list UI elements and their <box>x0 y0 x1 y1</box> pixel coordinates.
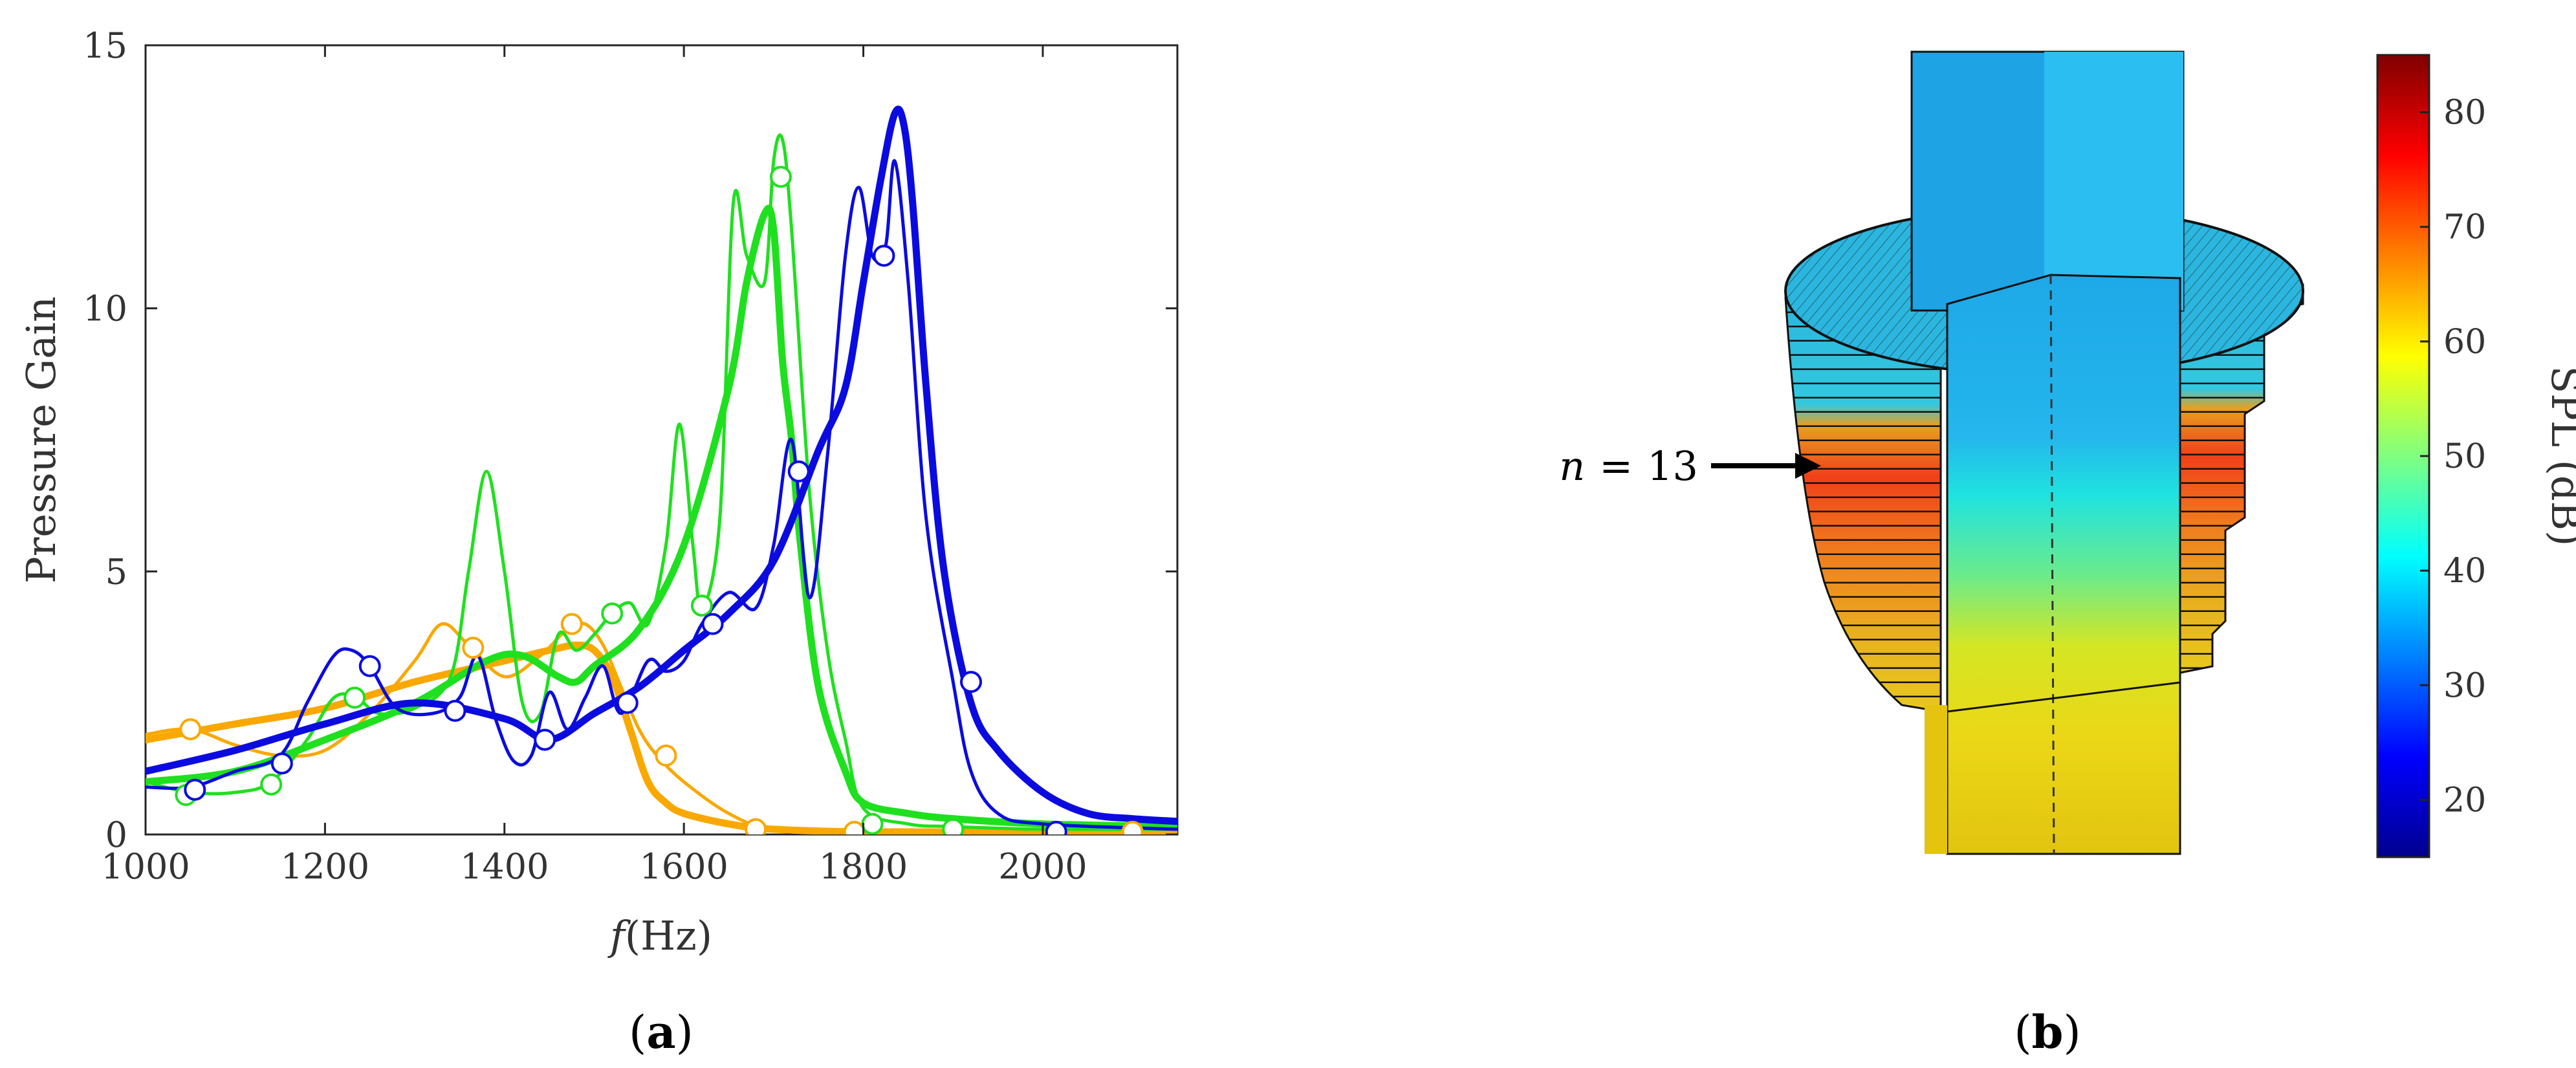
marker-orange <box>745 818 767 834</box>
marker-blue <box>787 460 810 483</box>
marker-green <box>861 812 884 834</box>
x-axis-ticks: 1000 1200 1400 1600 1800 2000 <box>101 45 1087 887</box>
marker-green <box>942 818 965 834</box>
x-tick-label: 2000 <box>998 846 1087 887</box>
y-tick-label: 0 <box>105 814 127 855</box>
x-tick-label: 1800 <box>819 846 908 887</box>
marker-orange <box>1121 820 1144 834</box>
marker-blue <box>270 752 293 775</box>
panel-label-a: (a) <box>629 1005 693 1059</box>
x-axis-title: f(Hz) <box>607 912 712 959</box>
marker-blue <box>873 245 895 267</box>
y-tick-label: 15 <box>83 25 127 66</box>
x-axis-unit: (Hz) <box>625 912 712 959</box>
colorbar-ticks: 20 30 40 50 60 70 80 <box>2420 94 2486 820</box>
colorbar-tick-label: 20 <box>2443 781 2486 820</box>
y-tick-label: 5 <box>105 551 127 592</box>
plot-area <box>144 44 1179 836</box>
marker-orange <box>462 637 485 659</box>
x-tick-label: 1000 <box>101 846 190 887</box>
pipe-lower-left <box>1925 705 1947 854</box>
panel-label-b-letter: b <box>2032 1005 2064 1059</box>
pipe-section-line <box>1947 681 2181 713</box>
marker-green <box>690 594 713 617</box>
colorbar-tick-label: 80 <box>2443 94 2486 133</box>
panel-label-a-letter: a <box>646 1005 675 1059</box>
colorbar-tick-label: 50 <box>2443 437 2486 476</box>
marker-orange <box>843 820 866 834</box>
y-tick-label: 10 <box>83 289 127 329</box>
marker-green <box>769 166 792 188</box>
panel-label-a-close: ) <box>676 1006 693 1059</box>
marker-blue <box>960 671 982 693</box>
y-axis-ticks: 0 5 10 15 <box>83 25 1177 855</box>
ring-stack-left-lines <box>1785 285 1941 712</box>
ring-stack-right-lines <box>2180 278 2303 673</box>
panel-b-spl-field: n = 13 20 30 40 50 60 70 80 SPL (dB) <box>1559 50 2576 858</box>
pipe-edge <box>2049 274 2055 855</box>
panel-label-b: (b) <box>2014 1005 2081 1059</box>
panel-label-b-close: ) <box>2063 1006 2080 1059</box>
x-tick-label: 1600 <box>639 846 728 887</box>
panel-label-b-open: ( <box>2014 1006 2031 1059</box>
marker-blue <box>444 699 466 722</box>
series-markers <box>175 166 1144 834</box>
pipe-upper-right-face <box>2044 52 2183 311</box>
marker-green <box>344 686 366 709</box>
panel-a-chart: 1000 1200 1400 1600 1800 2000 0 5 10 15 f(Hz) Pr… <box>17 25 1179 959</box>
panel-label-a-open: ( <box>629 1006 646 1059</box>
marker-blue <box>1045 820 1067 834</box>
colorbar-tick-label: 70 <box>2443 208 2486 247</box>
colorbar-label: SPL (dB) <box>2542 366 2576 547</box>
annotation-arrowhead <box>1795 453 1821 479</box>
x-tick-label: 1400 <box>460 846 549 887</box>
series-line-blue-thick <box>146 105 1177 825</box>
marker-blue <box>701 613 724 635</box>
annotation-var: n <box>1559 442 1585 490</box>
colorbar-tick-label: 60 <box>2443 323 2486 362</box>
marker-blue <box>184 778 206 801</box>
marker-green <box>260 773 283 796</box>
marker-blue <box>358 655 381 677</box>
marker-orange <box>560 613 583 635</box>
marker-orange <box>179 718 202 741</box>
annotation-label: n = 13 <box>1559 442 1698 490</box>
colorbar-tick-label: 30 <box>2443 666 2486 705</box>
marker-orange <box>655 745 677 767</box>
annotation-value: 13 <box>1647 442 1698 490</box>
annotation-eq: = <box>1599 442 1633 490</box>
marker-green <box>601 602 624 625</box>
y-axis-title: Pressure Gain <box>17 296 65 583</box>
x-tick-label: 1200 <box>281 846 369 887</box>
pipe-cutaway <box>1946 274 2181 855</box>
colorbar-tick-label: 40 <box>2443 552 2486 591</box>
marker-blue <box>616 692 639 714</box>
marker-blue <box>534 728 556 751</box>
